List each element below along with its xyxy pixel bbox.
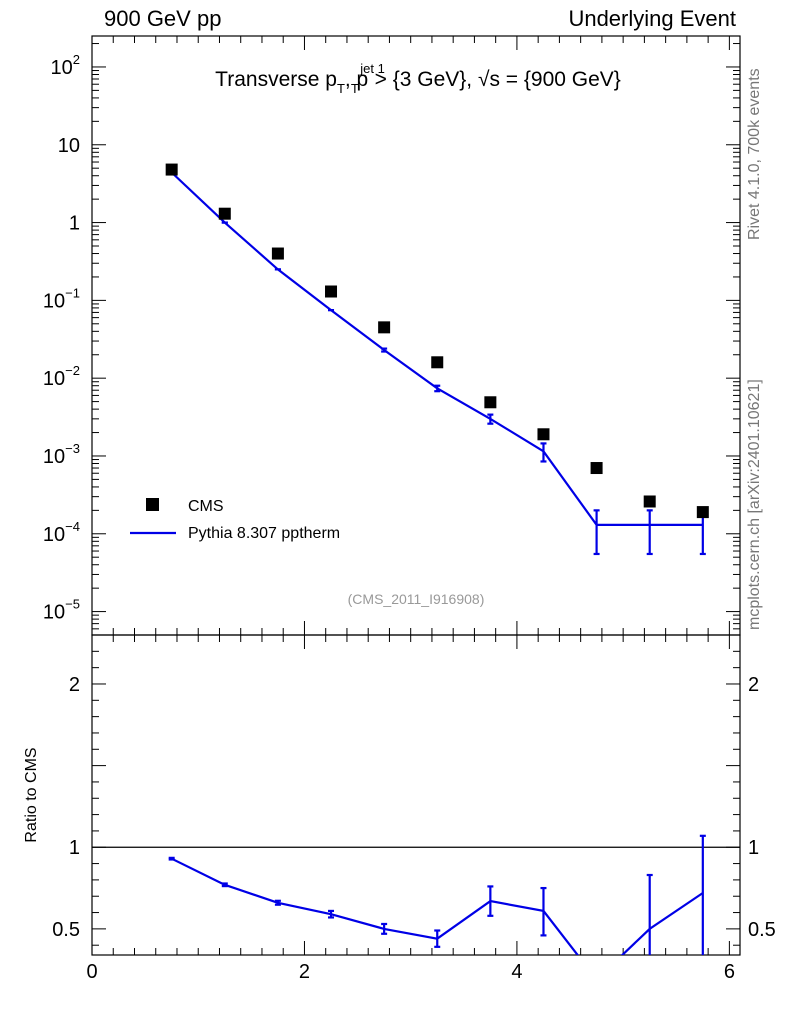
main-y-tick-label: 10−3	[43, 441, 80, 468]
ratio-x-tick-label: 4	[511, 961, 522, 983]
cms-data-point	[431, 356, 444, 369]
main-y-tick-label: 10−5	[43, 597, 80, 624]
main-y-tick-label: 10−2	[43, 363, 80, 390]
main-plot-marks	[165, 163, 709, 556]
cms-data-point	[271, 247, 284, 260]
ratio-y-tick-label-right: 1	[748, 837, 759, 859]
cms-data-point	[643, 495, 656, 508]
ratio-y-axis-label: Ratio to CMS	[23, 747, 40, 842]
ratio-y-tick-label-left: 1	[69, 837, 80, 859]
ratio-x-tick-label: 6	[724, 961, 735, 983]
main-y-tick-label: 10	[58, 135, 80, 157]
legend: CMS Pythia 8.307 pptherm	[130, 498, 340, 542]
ratio-line	[171, 857, 704, 955]
header-process-label: 900 GeV pp	[104, 6, 222, 31]
cms-data-point	[165, 163, 178, 176]
main-y-tick-label: 10−4	[43, 519, 80, 546]
ratio-y-tick-label-right: 0.5	[748, 919, 776, 941]
cms-data-point	[325, 285, 338, 298]
mc-line	[170, 171, 703, 526]
legend-cms-label: CMS	[188, 498, 224, 515]
main-panel-frame	[91, 35, 741, 636]
legend-cms-marker	[146, 498, 159, 511]
ratio-axes-ticks: 0 2 4 6 0.5 0.5 1 1 2 2	[52, 634, 776, 983]
cms-data-point	[590, 462, 603, 475]
main-y-tick-label: 1	[69, 213, 80, 235]
cms-data-point	[218, 207, 231, 220]
cms-data-point	[696, 506, 709, 519]
ratio-y-tick-label-left: 0.5	[52, 919, 80, 941]
header-analysis-label: Underlying Event	[568, 6, 736, 31]
cms-data-point	[537, 428, 550, 441]
main-y-tick-label: 10−1	[43, 285, 80, 312]
ratio-x-tick-label: 0	[86, 961, 97, 983]
main-axes-ticks: 102 10 1 10−1 10−2 10−3 10−4 10−5	[43, 36, 740, 635]
cms-data-point	[484, 396, 497, 409]
ratio-y-tick-label-right: 2	[748, 674, 759, 696]
legend-pythia-label: Pythia 8.307 pptherm	[188, 525, 340, 542]
ratio-x-tick-label: 2	[299, 961, 310, 983]
analysis-source-label: (CMS_2011_I916908)	[348, 591, 485, 607]
cms-data-point	[378, 321, 391, 334]
ratio-plot-marks	[168, 834, 706, 955]
main-y-tick-label: 102	[51, 52, 80, 79]
ratio-panel-frame	[91, 634, 741, 956]
ratio-y-tick-label-left: 2	[69, 674, 80, 696]
